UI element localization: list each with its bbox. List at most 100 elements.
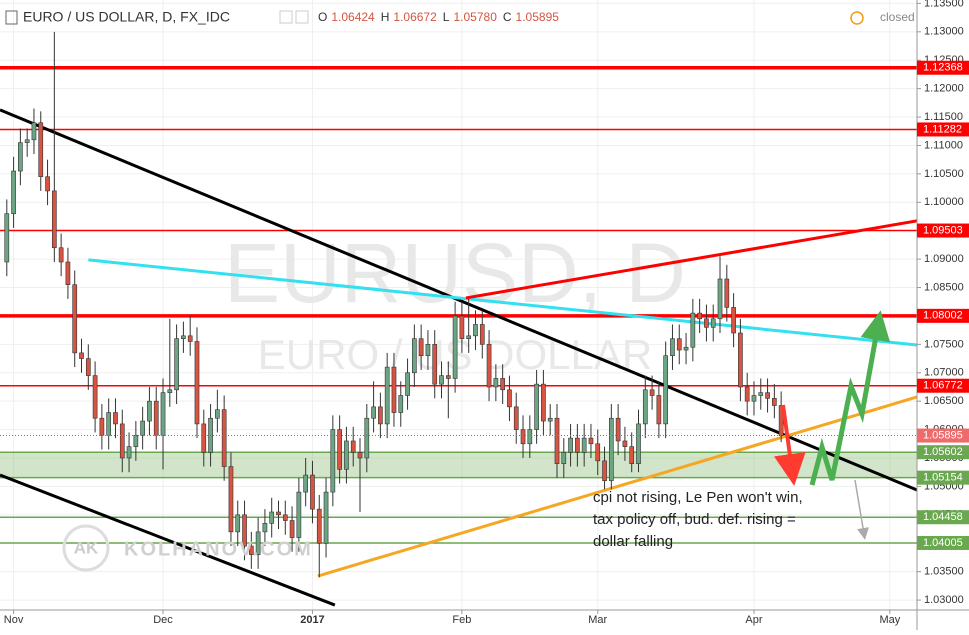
x-tick-label: Mar — [588, 614, 607, 626]
candle-body — [520, 429, 526, 445]
candle-body — [228, 466, 234, 533]
candle-body — [452, 315, 458, 379]
candle-body — [513, 406, 519, 430]
y-tick-label: 1.12000 — [924, 83, 964, 95]
candle-body — [133, 434, 139, 447]
level-badge — [917, 535, 969, 550]
candle-body — [276, 511, 281, 516]
candle-body — [656, 395, 662, 425]
candle-body — [527, 429, 533, 445]
candle-body — [561, 452, 567, 464]
level-label: 1.05154 — [923, 472, 963, 484]
y-tick-label: 1.06500 — [924, 395, 964, 407]
logo: AK KOLHANOV.COM — [62, 524, 311, 572]
candle-body — [649, 389, 655, 396]
level-label: 1.04005 — [923, 537, 963, 549]
market-status: closed — [880, 10, 915, 24]
candle-body — [181, 335, 186, 339]
candle-body — [466, 335, 472, 339]
green-zigzag — [809, 310, 891, 486]
candle-body — [38, 122, 44, 178]
trendline — [88, 258, 917, 347]
candle-body — [235, 514, 241, 533]
candle-body — [11, 170, 16, 214]
candle-body — [690, 312, 696, 348]
candle-body — [357, 452, 363, 459]
support-zone — [0, 452, 917, 478]
candle-body — [255, 531, 261, 555]
y-tick-label: 1.10500 — [924, 168, 964, 180]
candle-body — [79, 352, 84, 359]
ohlc-key: H — [381, 10, 390, 24]
annotation-line: cpi not rising, Le Pen won't win, — [593, 489, 803, 506]
candle-body — [153, 400, 159, 436]
candle-body — [391, 366, 397, 413]
candle-body — [588, 437, 594, 445]
y-tick-label: 1.11000 — [924, 139, 963, 151]
chart-title: EURO / US DOLLAR, D, FX_IDC — [23, 9, 230, 25]
candle-body — [147, 400, 152, 422]
last-price-label: 1.05895 — [923, 429, 963, 441]
candle-body — [72, 284, 78, 354]
candle-body — [534, 383, 539, 430]
candle-body — [676, 338, 682, 351]
candle-body — [581, 437, 587, 453]
x-tick-label: Nov — [4, 614, 24, 626]
candle-body — [670, 338, 675, 357]
candle-body — [92, 375, 98, 419]
y-tick-label: 1.03000 — [924, 594, 964, 606]
y-tick-label: 1.07000 — [924, 367, 964, 379]
candle-body — [486, 344, 492, 388]
x-tick-label: 2017 — [300, 614, 324, 626]
level-badge — [917, 223, 969, 238]
candle-body — [113, 412, 118, 425]
x-tick-label: Apr — [745, 614, 762, 626]
candle-body — [52, 190, 57, 249]
y-tick-label: 1.13500 — [924, 0, 964, 9]
level-label: 1.12368 — [923, 62, 963, 74]
red-arrow — [773, 404, 806, 486]
level-badge — [917, 378, 969, 393]
candle-body — [45, 176, 50, 192]
candle-body — [500, 378, 505, 391]
candle-body — [269, 511, 275, 524]
candle-body — [323, 491, 329, 544]
candle-body — [710, 318, 716, 328]
gray-arrow — [854, 479, 869, 540]
annotation-line: tax policy off, bud. def. rising = — [593, 511, 796, 528]
y-tick-label: 1.03500 — [924, 566, 964, 578]
candle-body — [99, 417, 105, 436]
projection-arrows — [773, 310, 891, 540]
candle-body — [378, 406, 383, 425]
eye-icon[interactable] — [279, 10, 293, 24]
annotation-line: dollar falling — [593, 533, 673, 550]
header-icon — [5, 10, 18, 25]
trendline — [0, 473, 336, 607]
candle-body — [629, 446, 635, 464]
level-badge — [917, 60, 969, 75]
candle-body — [432, 344, 438, 385]
candle-body — [425, 344, 431, 357]
ohlc-key: C — [503, 10, 512, 24]
settings-icon[interactable] — [295, 10, 309, 24]
y-tick-label: 1.09000 — [924, 253, 964, 265]
annotation: cpi not rising, Le Pen won't win, tax pol… — [593, 489, 803, 550]
candle-body — [248, 545, 254, 555]
axes: 1.030001.035001.040001.045001.050001.055… — [4, 0, 969, 626]
candle-body — [242, 514, 247, 547]
candle-body — [405, 372, 410, 396]
candle-body — [568, 437, 573, 453]
candle-body — [371, 406, 376, 419]
x-tick-label: Feb — [452, 614, 471, 626]
candle-body — [187, 335, 193, 342]
ohlc-value: 1.06424 — [331, 10, 375, 24]
clock-icon — [850, 11, 864, 25]
candle-body — [194, 341, 200, 425]
level-badge — [917, 470, 969, 485]
candle-body — [398, 395, 404, 413]
candle-body — [24, 139, 30, 143]
zone-layer — [0, 452, 917, 478]
level-label: 1.06772 — [923, 380, 963, 392]
ohlc-value: 1.05895 — [516, 10, 560, 24]
candle-body — [717, 278, 723, 320]
